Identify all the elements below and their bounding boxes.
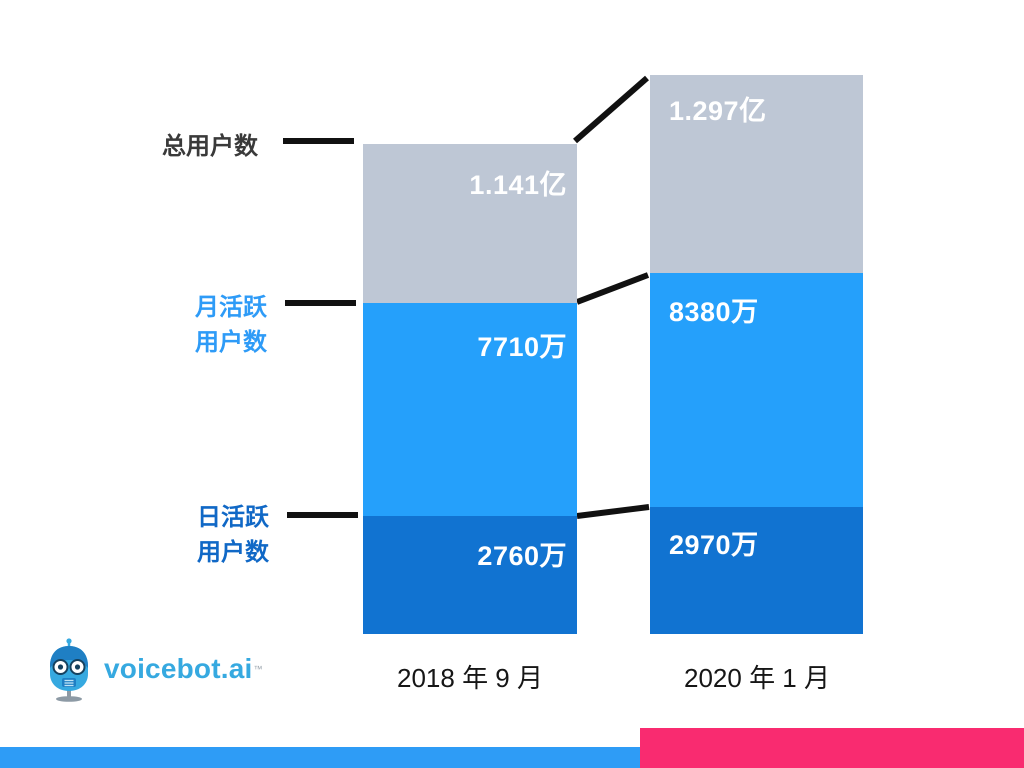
- axis-label-2020-01: 2020 年 1 月: [684, 663, 830, 693]
- value-label-total-2020: 1.297亿: [669, 96, 767, 126]
- voicebot-robot-icon: [50, 638, 88, 702]
- segment-daily-active-2020: 2970万: [650, 507, 863, 634]
- row-label-monthly-line2: 用户数: [195, 329, 267, 356]
- value-label-daily-2018: 2760万: [477, 541, 567, 571]
- segment-total-users-2020: 1.297亿: [650, 75, 863, 273]
- voicebot-logo-text: voicebot.ai: [104, 653, 253, 684]
- value-label-monthly-2018: 7710万: [477, 332, 567, 362]
- segment-monthly-active-2020: 8380万: [650, 273, 863, 507]
- trademark-symbol: ™: [253, 664, 263, 674]
- bottom-pink-strip: [640, 728, 1024, 768]
- segment-total-users-2018: 1.141亿: [363, 144, 577, 303]
- value-label-total-2018: 1.141亿: [469, 170, 567, 200]
- value-label-daily-2020: 2970万: [669, 530, 759, 560]
- segment-monthly-active-2018: 7710万: [363, 303, 577, 516]
- segment-daily-active-2018: 2760万: [363, 516, 577, 634]
- row-label-daily-line2: 用户数: [197, 539, 269, 566]
- voicebot-logo: voicebot.ai ™: [38, 636, 262, 702]
- stacked-bar-2018-09: 1.141亿 7710万 2760万: [363, 144, 577, 634]
- row-label-total-users: 总用户数: [162, 133, 258, 160]
- row-label-daily-active-users: 日活跃 用户数: [173, 500, 293, 570]
- row-label-monthly-line1: 月活跃: [195, 294, 267, 321]
- value-label-monthly-2020: 8380万: [669, 297, 759, 327]
- row-label-monthly-active-users: 月活跃 用户数: [171, 290, 291, 360]
- row-label-daily-line1: 日活跃: [197, 504, 269, 531]
- axis-label-2018-09: 2018 年 9 月: [397, 663, 543, 693]
- stacked-bar-2020-01: 1.297亿 8380万 2970万: [650, 75, 863, 634]
- bottom-blue-strip: [0, 747, 640, 768]
